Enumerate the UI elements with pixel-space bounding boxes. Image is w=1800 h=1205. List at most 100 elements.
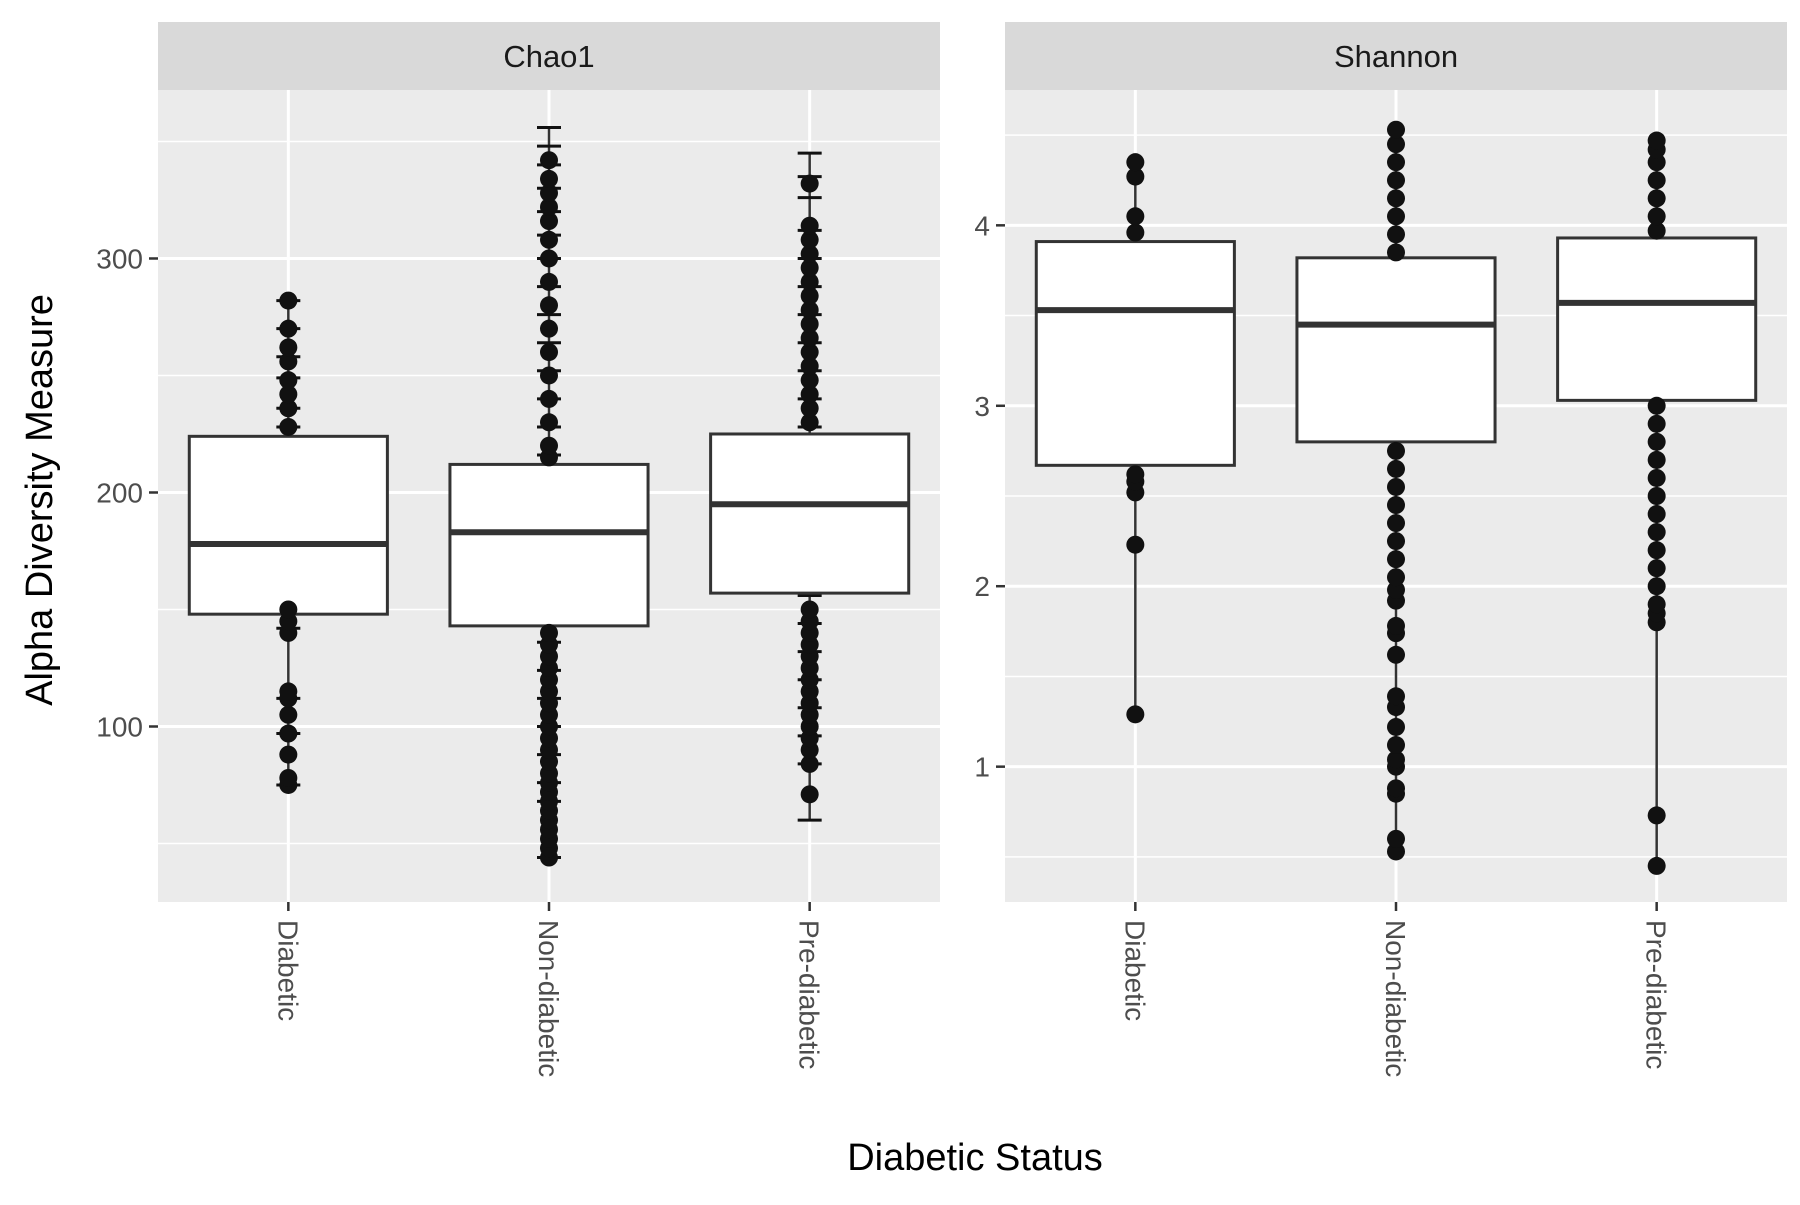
x-axis-title: Diabetic Status bbox=[847, 1137, 1103, 1179]
x-tick-label: Diabetic bbox=[1119, 920, 1150, 1021]
y-axis-title: Alpha Diversity Measure bbox=[19, 294, 61, 706]
data-point bbox=[1126, 207, 1145, 226]
data-point bbox=[1647, 131, 1666, 150]
data-point bbox=[1126, 535, 1145, 554]
data-point bbox=[1126, 465, 1145, 484]
data-point bbox=[1126, 705, 1145, 724]
data-point bbox=[1647, 559, 1666, 578]
data-point bbox=[1387, 496, 1405, 515]
data-point bbox=[800, 216, 819, 235]
data-point bbox=[540, 249, 558, 268]
data-point bbox=[1387, 243, 1405, 262]
data-point bbox=[1387, 477, 1405, 496]
data-point bbox=[1387, 717, 1405, 736]
data-point bbox=[1387, 189, 1405, 208]
data-point bbox=[540, 272, 558, 291]
data-point bbox=[800, 385, 819, 404]
data-point bbox=[1647, 523, 1666, 542]
data-point bbox=[1387, 687, 1405, 706]
data-point bbox=[1647, 432, 1666, 451]
y-tick-label: 2 bbox=[974, 571, 990, 602]
data-point bbox=[800, 785, 819, 804]
data-point bbox=[1126, 153, 1145, 172]
data-point bbox=[800, 413, 819, 432]
data-point bbox=[1387, 842, 1405, 861]
data-point bbox=[279, 600, 298, 619]
data-point bbox=[1387, 779, 1405, 798]
x-tick-label: Non-diabetic bbox=[533, 920, 564, 1077]
data-point bbox=[1647, 171, 1666, 190]
panels-layer: Chao1 100 200 300 Diabetic Non-diabetic Pre-di… bbox=[96, 22, 1787, 1077]
box-body bbox=[1556, 236, 1758, 402]
data-point bbox=[800, 399, 819, 418]
data-point bbox=[1647, 577, 1666, 596]
data-point bbox=[800, 329, 819, 348]
box-group-diabetic bbox=[1034, 153, 1236, 724]
data-point bbox=[800, 343, 819, 362]
data-point bbox=[1647, 414, 1666, 433]
data-point bbox=[279, 319, 298, 338]
data-point bbox=[1387, 514, 1405, 533]
data-point bbox=[540, 212, 558, 231]
strip-label: Shannon bbox=[1334, 39, 1458, 74]
y-tick-label: 1 bbox=[974, 752, 990, 783]
data-point bbox=[1387, 829, 1405, 848]
data-point bbox=[1647, 505, 1666, 524]
data-point bbox=[540, 198, 558, 217]
data-point bbox=[279, 385, 298, 404]
data-point bbox=[540, 413, 558, 432]
box-body bbox=[187, 434, 389, 616]
data-point bbox=[800, 244, 819, 263]
data-point bbox=[1387, 645, 1405, 664]
box-body bbox=[1295, 256, 1497, 444]
x-tick-label: Pre-diabetic bbox=[1641, 920, 1672, 1069]
data-point bbox=[540, 296, 558, 315]
data-point bbox=[540, 169, 558, 188]
y-tick-label: 3 bbox=[974, 391, 990, 422]
data-point bbox=[1647, 487, 1666, 505]
data-point bbox=[800, 754, 819, 773]
data-point bbox=[279, 291, 298, 310]
data-point bbox=[1647, 856, 1666, 875]
data-point bbox=[540, 436, 558, 455]
data-point bbox=[279, 338, 298, 357]
data-point bbox=[1387, 135, 1405, 154]
data-point bbox=[540, 366, 558, 385]
strip-label: Chao1 bbox=[503, 39, 594, 74]
data-point bbox=[800, 174, 819, 193]
data-point bbox=[1647, 541, 1666, 560]
data-point bbox=[800, 230, 819, 249]
box-group-diabetic bbox=[187, 291, 389, 794]
data-point bbox=[800, 600, 819, 619]
x-tick-label: Pre-diabetic bbox=[794, 920, 825, 1069]
box-group-pre-diabetic bbox=[709, 151, 911, 822]
data-point bbox=[1126, 223, 1145, 242]
y-tick-label: 200 bbox=[96, 477, 143, 508]
panel-chao1: Chao1 100 200 300 Diabetic Non-diabetic Pre-di… bbox=[96, 22, 940, 1077]
data-point bbox=[279, 705, 298, 724]
data-point bbox=[1387, 153, 1405, 172]
panel-shannon: Shannon 1 2 3 4 Diabetic Non-diabetic Pre-diabe… bbox=[974, 22, 1787, 1077]
strip-background bbox=[158, 22, 940, 90]
data-point bbox=[1647, 450, 1666, 469]
data-point bbox=[1647, 595, 1666, 614]
data-point bbox=[1647, 468, 1666, 487]
data-point bbox=[279, 724, 298, 743]
x-tick-label: Diabetic bbox=[272, 920, 303, 1021]
data-point bbox=[1647, 153, 1666, 172]
data-point bbox=[1387, 171, 1405, 190]
data-point bbox=[1647, 189, 1666, 208]
data-point bbox=[800, 258, 819, 277]
data-point bbox=[1387, 550, 1405, 569]
y-tick-label: 300 bbox=[96, 243, 143, 274]
data-point bbox=[800, 371, 819, 390]
data-point bbox=[279, 768, 298, 787]
strip-background bbox=[1005, 22, 1787, 90]
data-point bbox=[1387, 207, 1405, 226]
box-body bbox=[709, 432, 911, 595]
data-point bbox=[540, 343, 558, 362]
data-point bbox=[1387, 568, 1405, 587]
data-point bbox=[1387, 750, 1405, 769]
